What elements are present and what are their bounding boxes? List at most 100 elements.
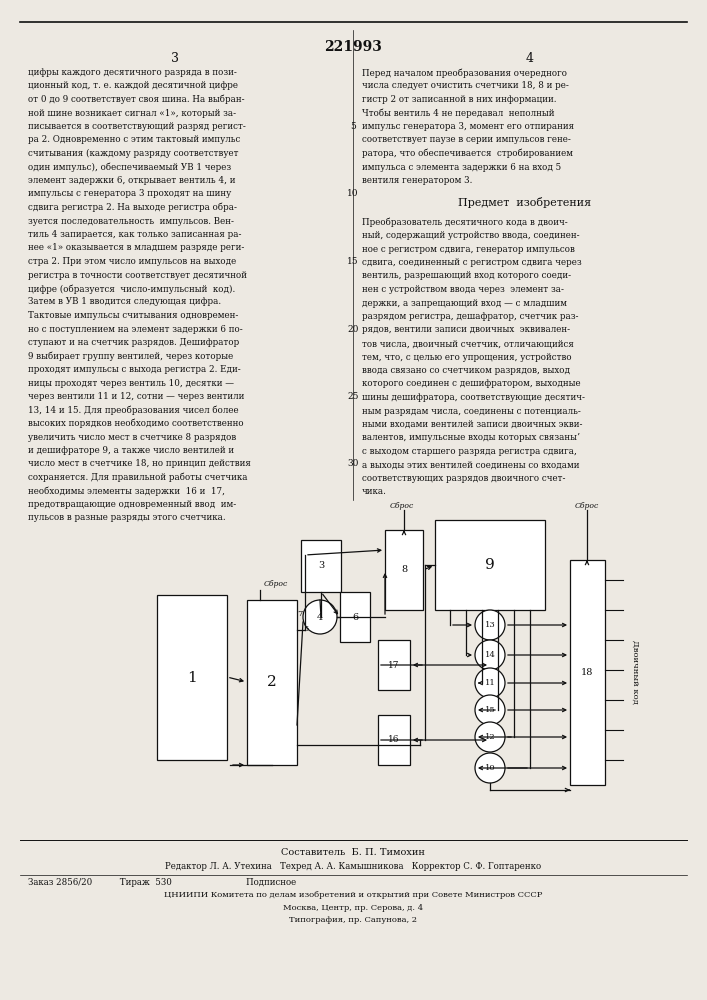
Text: стра 2. При этом число импульсов на выходе: стра 2. При этом число импульсов на выхо… [28, 257, 236, 266]
Text: 15: 15 [484, 706, 496, 714]
Text: от 0 до 9 соответствует своя шина. На выбран-: от 0 до 9 соответствует своя шина. На вы… [28, 95, 245, 104]
Text: тем, что, с целью его упрощения, устройство: тем, что, с целью его упрощения, устройс… [362, 353, 572, 361]
Text: регистра в точности соответствует десятичной: регистра в точности соответствует десяти… [28, 270, 247, 279]
Text: шины дешифратора, соответствующие десятич-: шины дешифратора, соответствующие десяти… [362, 393, 585, 402]
Text: Двоичный код: Двоичный код [631, 640, 639, 704]
Text: 10: 10 [485, 764, 496, 772]
Text: рядов, вентили записи двоичных  эквивален-: рядов, вентили записи двоичных эквивален… [362, 326, 570, 334]
Text: 4: 4 [317, 612, 323, 621]
Text: импульсы с генератора 3 проходят на шину: импульсы с генератора 3 проходят на шину [28, 190, 231, 198]
Text: Типография, пр. Сапунова, 2: Типография, пр. Сапунова, 2 [289, 916, 417, 924]
Text: чика.: чика. [362, 488, 387, 496]
Text: ратора, что обеспечивается  стробированием: ратора, что обеспечивается стробирование… [362, 149, 573, 158]
Text: ное с регистром сдвига, генератор импульсов: ное с регистром сдвига, генератор импуль… [362, 244, 575, 253]
Text: Составитель  Б. П. Тимохин: Составитель Б. П. Тимохин [281, 848, 425, 857]
Text: ной шине возникает сигнал «1», который за-: ной шине возникает сигнал «1», который з… [28, 108, 236, 117]
Circle shape [475, 722, 505, 752]
Text: ницы проходят через вентиль 10, десятки —: ницы проходят через вентиль 10, десятки … [28, 378, 234, 387]
Circle shape [475, 610, 505, 640]
Text: ступают и на счетчик разрядов. Дешифратор: ступают и на счетчик разрядов. Дешифрато… [28, 338, 239, 347]
Text: 10: 10 [347, 190, 358, 198]
Bar [435, 520, 545, 610]
Bar [385, 530, 423, 610]
Circle shape [475, 640, 505, 670]
Text: Редактор Л. А. Утехина   Техред А. А. Камышникова   Корректор С. Ф. Гоптаренко: Редактор Л. А. Утехина Техред А. А. Камы… [165, 862, 541, 871]
Text: тов числа, двоичный счетчик, отличающийся: тов числа, двоичный счетчик, отличающийс… [362, 339, 574, 348]
Circle shape [303, 600, 337, 634]
Text: с выходом старшего разряда регистра сдвига,: с выходом старшего разряда регистра сдви… [362, 447, 577, 456]
Text: 30: 30 [347, 460, 358, 468]
Text: высоких порядков необходимо соответственно: высоких порядков необходимо соответствен… [28, 419, 244, 428]
Text: 11: 11 [484, 679, 496, 687]
Text: 9: 9 [485, 558, 495, 572]
Text: цифре (образуется  число-импульсный  код).: цифре (образуется число-импульсный код). [28, 284, 235, 294]
Text: ными входами вентилей записи двоичных экви-: ными входами вентилей записи двоичных эк… [362, 420, 583, 429]
Text: держки, а запрещающий вход — с младшим: держки, а запрещающий вход — с младшим [362, 298, 567, 308]
Text: тиль 4 запирается, как только записанная ра-: тиль 4 запирается, как только записанная… [28, 230, 242, 239]
Text: число мест в счетчике 18, но принцип действия: число мест в счетчике 18, но принцип дей… [28, 460, 251, 468]
Text: 1: 1 [187, 670, 197, 684]
Text: 4: 4 [526, 52, 534, 65]
Text: цифры каждого десятичного разряда в пози-: цифры каждого десятичного разряда в пози… [28, 68, 237, 77]
Text: 5: 5 [350, 122, 356, 131]
Text: числа следует очистить счетчики 18, 8 и ре-: числа следует очистить счетчики 18, 8 и … [362, 82, 569, 91]
Text: сдвига регистра 2. На выходе регистра обра-: сдвига регистра 2. На выходе регистра об… [28, 203, 237, 213]
Bar [378, 715, 410, 765]
Text: и дешифраторе 9, а также число вентилей и: и дешифраторе 9, а также число вентилей … [28, 446, 234, 455]
Text: сохраняется. Для правильной работы счетчика: сохраняется. Для правильной работы счетч… [28, 473, 247, 483]
Bar [570, 560, 605, 785]
Text: соответствует паузе в серии импульсов гене-: соответствует паузе в серии импульсов ге… [362, 135, 571, 144]
Text: увеличить число мест в счетчике 8 разрядов: увеличить число мест в счетчике 8 разряд… [28, 432, 236, 442]
Text: Перед началом преобразования очередного: Перед началом преобразования очередного [362, 68, 567, 78]
Text: разрядом регистра, дешафратор, счетчик раз-: разрядом регистра, дешафратор, счетчик р… [362, 312, 578, 321]
Text: ный, содержащий устройство ввода, соединен-: ный, содержащий устройство ввода, соедин… [362, 231, 580, 240]
Text: ционный код, т. е. каждой десятичной цифре: ционный код, т. е. каждой десятичной циф… [28, 82, 238, 91]
Text: 16: 16 [388, 736, 399, 744]
Text: предотвращающие одновременный ввод  им-: предотвращающие одновременный ввод им- [28, 500, 236, 509]
Text: а выходы этих вентилей соединены со входами: а выходы этих вентилей соединены со вход… [362, 460, 580, 470]
Text: 2: 2 [267, 676, 277, 690]
Text: 8: 8 [401, 566, 407, 574]
Text: зуется последовательность  импульсов. Вен-: зуется последовательность импульсов. Вен… [28, 217, 234, 226]
Text: 221993: 221993 [324, 40, 382, 54]
Text: пульсов в разные разряды этого счетчика.: пульсов в разные разряды этого счетчика. [28, 514, 226, 522]
Text: проходят импульсы с выхода регистра 2. Еди-: проходят импульсы с выхода регистра 2. Е… [28, 365, 241, 374]
Text: Тактовые импульсы считывания одновремен-: Тактовые импульсы считывания одновремен- [28, 311, 238, 320]
Bar [340, 592, 370, 642]
Text: вентиля генератором 3.: вентиля генератором 3. [362, 176, 472, 185]
Text: Сброс: Сброс [575, 502, 599, 510]
Text: Преобразователь десятичного кода в двоич-: Преобразователь десятичного кода в двоич… [362, 218, 568, 227]
Text: считывания (каждому разряду соответствует: считывания (каждому разряду соответствуе… [28, 149, 238, 158]
Bar [157, 595, 227, 760]
Text: которого соединен с дешифратором, выходные: которого соединен с дешифратором, выходн… [362, 379, 580, 388]
Text: 20: 20 [347, 324, 358, 334]
Bar [247, 600, 297, 765]
Text: гистр 2 от записанной в них информации.: гистр 2 от записанной в них информации. [362, 95, 556, 104]
Text: Сброс: Сброс [264, 580, 288, 588]
Text: Затем в УВ 1 вводится следующая цифра.: Затем в УВ 1 вводится следующая цифра. [28, 298, 221, 306]
Text: валентов, импульсные входы которых связаныʼ: валентов, импульсные входы которых связа… [362, 434, 580, 442]
Text: ЦНИИПИ Комитета по делам изобретений и открытий при Совете Министров СССР: ЦНИИПИ Комитета по делам изобретений и о… [164, 891, 542, 899]
Text: 13: 13 [484, 621, 496, 629]
Text: 14: 14 [484, 651, 496, 659]
Text: 3: 3 [171, 52, 179, 65]
Text: нее «1» оказывается в младшем разряде реги-: нее «1» оказывается в младшем разряде ре… [28, 243, 245, 252]
Text: ввода связано со счетчиком разрядов, выход: ввода связано со счетчиком разрядов, вых… [362, 366, 570, 375]
Text: импульс генератора 3, момент его отпирания: импульс генератора 3, момент его отпиран… [362, 122, 574, 131]
Text: 13, 14 и 15. Для преобразования чисел более: 13, 14 и 15. Для преобразования чисел бо… [28, 406, 239, 415]
Text: 18: 18 [581, 668, 594, 677]
Text: 9 выбирает группу вентилей, через которые: 9 выбирает группу вентилей, через которы… [28, 352, 233, 361]
Text: Предмет  изобретения: Предмет изобретения [458, 198, 591, 209]
Text: ным разрядам числа, соединены с потенциаль-: ным разрядам числа, соединены с потенциа… [362, 406, 581, 416]
Text: сдвига, соединенный с регистром сдвига через: сдвига, соединенный с регистром сдвига ч… [362, 258, 582, 267]
Text: соответствующих разрядов двоичного счет-: соответствующих разрядов двоичного счет- [362, 474, 566, 483]
Text: один импульс), обеспечиваемый УВ 1 через: один импульс), обеспечиваемый УВ 1 через [28, 162, 231, 172]
Text: элемент задержки 6, открывает вентиль 4, и: элемент задержки 6, открывает вентиль 4,… [28, 176, 235, 185]
Text: Чтобы вентиль 4 не передавал  неполный: Чтобы вентиль 4 не передавал неполный [362, 108, 554, 118]
Circle shape [475, 668, 505, 698]
Circle shape [475, 695, 505, 725]
Text: Сброс: Сброс [390, 502, 414, 510]
Text: но с поступлением на элемент задержки 6 по-: но с поступлением на элемент задержки 6 … [28, 324, 243, 334]
Text: 7: 7 [298, 610, 303, 618]
Text: вентиль, разрешающий вход которого соеди-: вентиль, разрешающий вход которого соеди… [362, 271, 571, 280]
